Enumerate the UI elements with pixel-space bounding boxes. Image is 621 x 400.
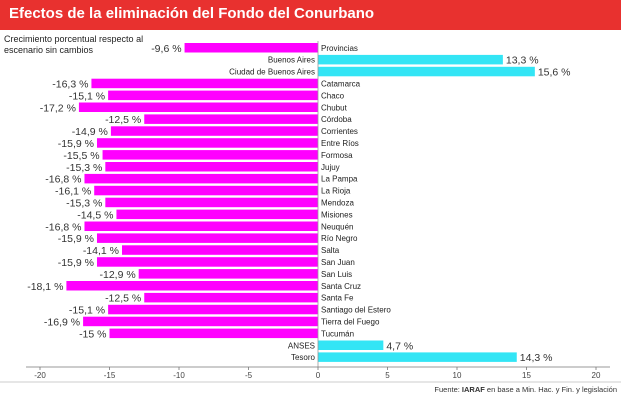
- data-label: -16,8 %: [45, 174, 81, 186]
- x-tick-label: -10: [173, 371, 185, 380]
- bar: [108, 304, 318, 315]
- title-bar: Efectos de la eliminación del Fondo del …: [0, 0, 621, 30]
- bar: [105, 162, 318, 172]
- chart-subtitle: Crecimiento porcentual respecto al escen…: [4, 34, 144, 55]
- data-label: 14,3 %: [520, 352, 553, 364]
- data-label: -15,1 %: [69, 90, 105, 102]
- data-label: -12,9 %: [100, 269, 136, 281]
- x-tick-label: -15: [104, 371, 116, 380]
- category-label: Río Negro: [321, 234, 358, 243]
- source-prefix: Fuente:: [434, 385, 462, 394]
- category-label: Mendoza: [321, 198, 354, 207]
- data-label: -16,8 %: [45, 221, 81, 233]
- source-note: Fuente: IARAF en base a Min. Hac. y Fin.…: [434, 385, 617, 394]
- bar: [83, 316, 318, 327]
- category-label: Neuquén: [321, 222, 353, 231]
- category-label: Santa Fe: [321, 294, 354, 303]
- x-tick-label: -5: [245, 371, 253, 380]
- x-tick-label: 5: [385, 371, 390, 380]
- bar: [78, 102, 318, 112]
- category-label: Jujuy: [321, 163, 340, 172]
- data-label: -15,3 %: [66, 162, 102, 174]
- bar: [110, 126, 318, 136]
- bar: [84, 173, 318, 184]
- bar: [109, 328, 318, 339]
- category-label: Salta: [321, 246, 340, 255]
- category-label: ANSES: [288, 341, 315, 350]
- data-label: -12,5 %: [105, 293, 141, 305]
- category-label: Misiones: [321, 210, 353, 219]
- data-label: -15,3 %: [66, 197, 102, 209]
- bar: [96, 233, 319, 243]
- data-label: 4,7 %: [386, 340, 413, 352]
- bar: [96, 138, 319, 148]
- data-label: -14,9 %: [72, 126, 108, 138]
- bar: [318, 352, 517, 362]
- data-label: -15,9 %: [58, 233, 94, 245]
- data-label: -15,9 %: [58, 257, 94, 269]
- category-label: Entre Ríos: [321, 139, 359, 148]
- data-label: -17,2 %: [40, 102, 76, 114]
- bar: [105, 197, 318, 208]
- x-tick-label: 20: [592, 371, 601, 380]
- category-label: Buenos Aires: [268, 56, 315, 65]
- bar: [94, 185, 319, 196]
- category-label: Ciudad de Buenos Aires: [229, 68, 315, 77]
- data-label: -16,9 %: [44, 316, 80, 328]
- data-label: -15,9 %: [58, 138, 94, 150]
- bar: [318, 340, 384, 350]
- category-label: La Pampa: [321, 175, 358, 184]
- data-label: -16,1 %: [55, 186, 91, 198]
- x-tick-label: 15: [522, 371, 531, 380]
- bar: [84, 221, 318, 231]
- data-label: -9,6 %: [151, 43, 181, 55]
- category-label: Santa Cruz: [321, 282, 361, 291]
- category-label: Provincias: [321, 44, 358, 53]
- category-label: Tierra del Fuego: [321, 317, 380, 326]
- category-label: Chubut: [321, 103, 348, 112]
- category-label: Santiago del Estero: [321, 306, 391, 315]
- bar: [144, 114, 318, 124]
- category-label: San Juan: [321, 258, 355, 267]
- category-label: La Rioja: [321, 187, 351, 196]
- bar: [96, 257, 319, 267]
- category-label: Formosa: [321, 151, 353, 160]
- bar: [318, 66, 535, 77]
- category-label: San Luis: [321, 270, 352, 279]
- category-label: Catamarca: [321, 79, 361, 88]
- bar: [138, 269, 318, 279]
- bar: [66, 281, 318, 291]
- source-org: IARAF: [461, 385, 485, 394]
- data-label: -15,1 %: [69, 305, 105, 317]
- data-label: -16,3 %: [52, 78, 88, 90]
- data-label: -14,5 %: [77, 209, 113, 221]
- category-label: Tesoro: [291, 353, 316, 362]
- bar: [184, 43, 318, 53]
- bar: [144, 292, 318, 303]
- chart-title: Efectos de la eliminación del Fondo del …: [9, 5, 375, 22]
- bar: [116, 209, 318, 220]
- bar: [91, 78, 319, 89]
- data-label: -14,1 %: [83, 245, 119, 257]
- data-label: -18,1 %: [27, 281, 63, 293]
- data-label: -15 %: [79, 328, 106, 340]
- bar: [318, 54, 503, 65]
- category-label: Corrientes: [321, 127, 358, 136]
- x-tick-label: 0: [316, 371, 321, 380]
- source-rest: en base a Min. Hac. y Fin. y legislación: [484, 385, 617, 394]
- bar: [102, 150, 318, 160]
- x-tick-label: 10: [453, 371, 462, 380]
- category-label: Córdoba: [321, 115, 352, 124]
- data-label: 15,6 %: [538, 67, 571, 79]
- bar: [122, 245, 318, 255]
- x-tick-label: -20: [34, 371, 46, 380]
- data-label: 13,3 %: [506, 55, 539, 67]
- data-label: -12,5 %: [105, 114, 141, 126]
- data-label: -15,5 %: [63, 150, 99, 162]
- bar: [108, 90, 318, 101]
- category-label: Chaco: [321, 91, 345, 100]
- category-label: Tucumán: [321, 329, 354, 338]
